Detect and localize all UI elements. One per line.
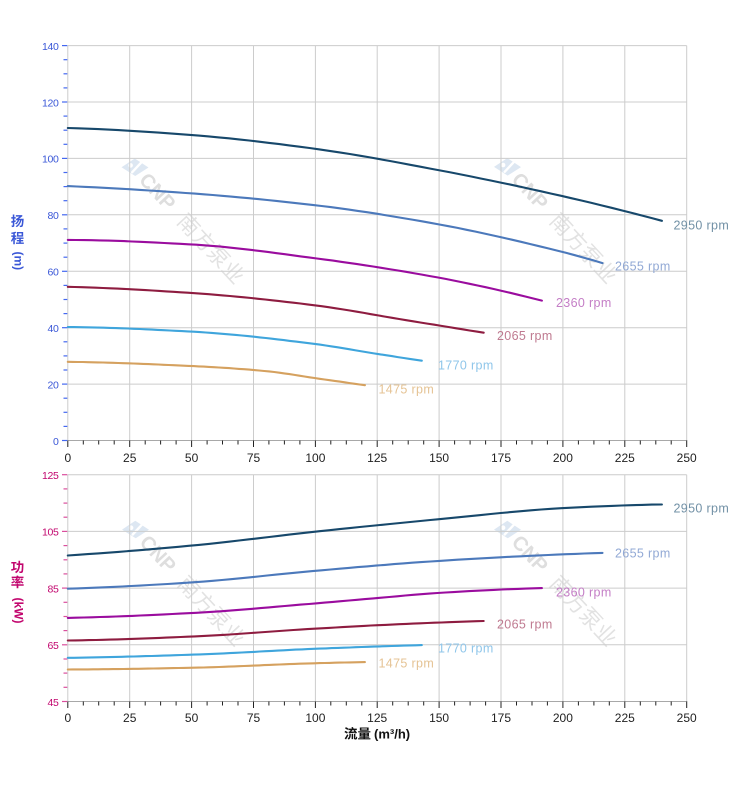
svg-text:20: 20 (48, 379, 59, 391)
svg-text:250: 250 (677, 451, 697, 465)
svg-text:225: 225 (615, 711, 635, 725)
svg-text:150: 150 (429, 711, 449, 725)
svg-text:125: 125 (367, 711, 387, 725)
svg-text:1475 rpm: 1475 rpm (379, 657, 435, 671)
svg-text:80: 80 (48, 210, 59, 222)
svg-text:100: 100 (305, 711, 325, 725)
svg-text:200: 200 (553, 711, 573, 725)
svg-text:2655 rpm: 2655 rpm (615, 547, 671, 561)
svg-text:140: 140 (42, 41, 59, 53)
svg-text:0: 0 (64, 711, 71, 725)
svg-text:2655 rpm: 2655 rpm (615, 260, 671, 274)
svg-text:125: 125 (367, 451, 387, 465)
svg-text:200: 200 (553, 451, 573, 465)
svg-text:25: 25 (123, 711, 137, 725)
svg-text:45: 45 (48, 697, 59, 709)
svg-text:225: 225 (615, 451, 635, 465)
svg-text:0: 0 (64, 451, 71, 465)
svg-text:0: 0 (53, 436, 59, 448)
svg-text:2950 rpm: 2950 rpm (674, 502, 730, 516)
svg-text:(m³/h): (m³/h) (374, 727, 410, 742)
svg-text:(m): (m) (11, 252, 25, 271)
svg-text:75: 75 (247, 451, 261, 465)
svg-text:25: 25 (123, 451, 137, 465)
svg-text:60: 60 (48, 267, 59, 279)
svg-text:50: 50 (185, 451, 199, 465)
svg-text:50: 50 (185, 711, 199, 725)
svg-text:175: 175 (491, 451, 511, 465)
svg-text:250: 250 (677, 711, 697, 725)
svg-text:65: 65 (48, 640, 59, 652)
svg-text:2360 rpm: 2360 rpm (556, 586, 612, 600)
svg-text:100: 100 (42, 154, 59, 166)
svg-text:(kW): (kW) (11, 598, 25, 624)
svg-text:2950 rpm: 2950 rpm (674, 219, 730, 233)
svg-text:2065 rpm: 2065 rpm (497, 618, 553, 632)
svg-text:100: 100 (305, 451, 325, 465)
svg-text:1770 rpm: 1770 rpm (438, 642, 494, 656)
svg-text:2065 rpm: 2065 rpm (497, 329, 553, 343)
svg-text:125: 125 (42, 470, 59, 482)
svg-text:175: 175 (491, 711, 511, 725)
svg-text:2360 rpm: 2360 rpm (556, 296, 612, 310)
svg-text:105: 105 (42, 527, 59, 539)
svg-text:40: 40 (48, 323, 59, 335)
svg-text:120: 120 (42, 97, 59, 109)
svg-text:150: 150 (429, 451, 449, 465)
svg-text:1475 rpm: 1475 rpm (379, 382, 435, 396)
svg-text:1770 rpm: 1770 rpm (438, 358, 494, 372)
svg-text:75: 75 (247, 711, 261, 725)
svg-text:85: 85 (48, 583, 59, 595)
